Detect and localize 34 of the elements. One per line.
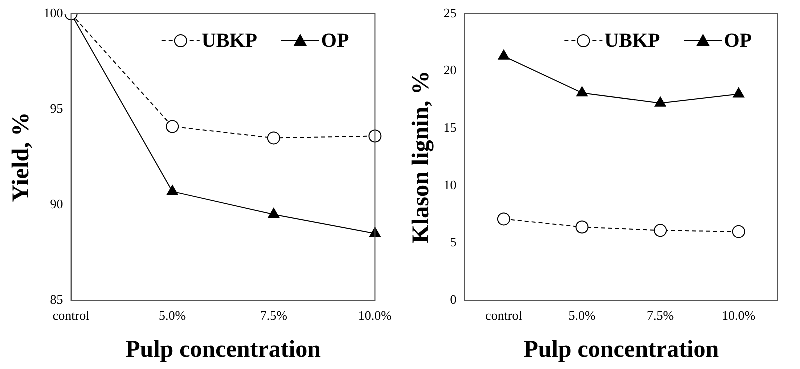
y-tick-label: 85 [50,292,64,308]
x-tick-label: 7.5% [647,308,674,323]
y-tick-label: 10 [444,177,457,192]
x-tick-label: 5.0% [568,308,596,323]
legend-label: OP [321,30,350,52]
point [732,225,746,238]
y-tick-label: 90 [50,196,64,212]
x-tick-label: 10.0% [358,308,392,323]
y-tick-label: 25 [444,5,457,20]
x-axis-title: Pulp concentration [524,336,720,363]
y-axis-title: Klason lignin, % [408,70,435,244]
x-tick-label: control [486,308,523,323]
point [654,96,666,107]
y-tick-label: 20 [444,62,457,78]
legend-label: UBKP [604,30,660,52]
legend-label: UBKP [202,30,258,52]
y-tick-label: 100 [44,5,64,20]
y-tick-label: 0 [450,292,457,308]
y-tick-label: 15 [444,120,457,136]
legend-label: OP [724,30,752,52]
y-axis-title: Yield, % [8,112,35,202]
point [576,86,588,97]
point [733,88,745,98]
point [654,224,668,238]
x-tick-label: 7.5% [260,308,288,323]
point [576,220,589,234]
x-tick-label: 10.0% [722,308,756,323]
point [497,212,510,226]
point [498,50,510,60]
x-axis-title: Pulp concentration [126,336,321,363]
y-tick-label: 5 [450,234,457,250]
x-tick-label: control [52,308,90,323]
y-tick-label: 95 [50,100,64,116]
x-tick-label: 5.0% [159,308,186,323]
